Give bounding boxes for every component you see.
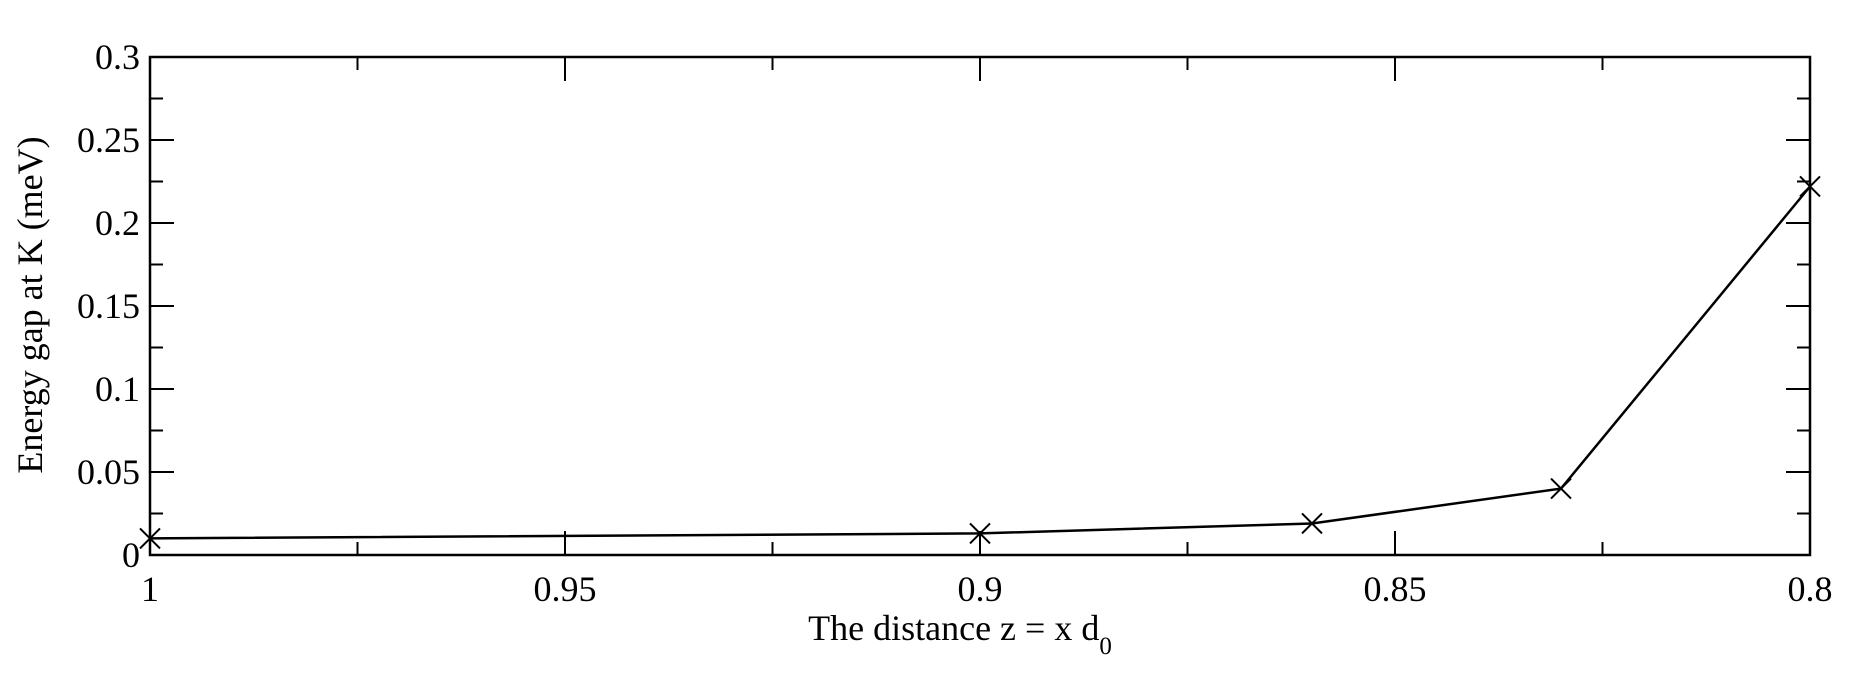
data-point-marker: [1550, 477, 1572, 500]
y-tick-label: 0.05: [77, 452, 140, 492]
plot-frame: [148, 55, 1812, 557]
y-axis-label: Energy gap at K (meV): [10, 136, 50, 473]
x-axis-label: The distance z = x d0: [808, 608, 1112, 660]
series-line: [149, 185, 1811, 540]
y-tick-label: 0.1: [95, 369, 140, 409]
x-axis-label-subscript: 0: [1099, 633, 1112, 660]
y-tick-label: 0.3: [95, 37, 140, 77]
x-tick-label: 0.8: [1788, 569, 1833, 609]
marker-stroke: [1799, 175, 1821, 198]
y-tick-label: 0.15: [77, 286, 140, 326]
marker-stroke: [1550, 477, 1572, 500]
data-point-marker: [1799, 175, 1821, 198]
data-point-marker: [969, 522, 991, 545]
x-axis-label-main: The distance z = x d: [808, 608, 1099, 648]
data-point-marker: [1301, 512, 1323, 535]
marker-stroke: [139, 527, 161, 550]
y-tick-label: 0.25: [77, 120, 140, 160]
marker-stroke: [1301, 512, 1323, 535]
data-point-marker: [139, 527, 161, 550]
x-tick-label: 0.85: [1364, 569, 1427, 609]
x-tick-label: 0.95: [534, 569, 597, 609]
x-tick-label: 1: [141, 569, 159, 609]
marker-stroke: [969, 522, 991, 545]
y-tick-label: 0: [122, 535, 140, 575]
y-tick-label: 0.2: [95, 203, 140, 243]
x-tick-label: 0.9: [958, 569, 1003, 609]
